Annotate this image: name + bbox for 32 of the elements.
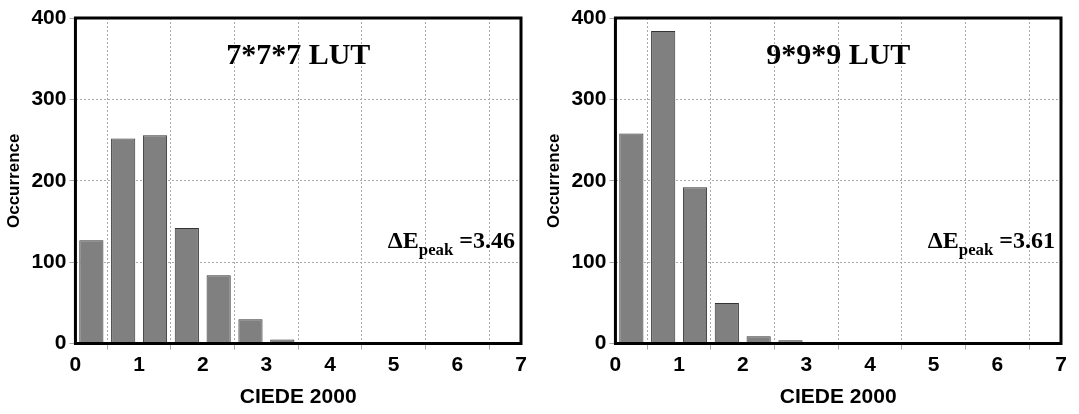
y-axis-title: Occurrence xyxy=(543,133,563,229)
text: 7*7*7 LUT xyxy=(226,36,371,70)
y-tick-label: 200 xyxy=(31,167,67,191)
y-tick-label: 300 xyxy=(31,86,67,110)
y-tick-label: 300 xyxy=(571,86,607,110)
y-tick-label: 200 xyxy=(571,167,607,191)
y-tick-label: 100 xyxy=(571,249,607,272)
x-tick-label: 7 xyxy=(515,352,527,375)
x-axis-title: CIEDE 2000 xyxy=(779,384,897,408)
x-tick-label: 0 xyxy=(609,352,622,375)
y-tick-label: 400 xyxy=(31,4,67,28)
x-tick-label: 0 xyxy=(69,352,82,375)
x-tick-label: 6 xyxy=(991,352,1004,375)
y-tick-label: 0 xyxy=(594,330,607,354)
y-tick-label: 100 xyxy=(31,249,67,272)
x-tick-label: 1 xyxy=(133,352,146,375)
y-tick-label: 400 xyxy=(571,4,607,28)
x-tick-label: 1 xyxy=(673,352,686,375)
x-tick-label: 2 xyxy=(736,352,749,375)
x-tick-label: 4 xyxy=(324,352,337,375)
x-tick-label: 6 xyxy=(451,352,464,375)
text: 9*9*9 LUT xyxy=(766,36,911,70)
x-tick-label: 3 xyxy=(260,352,273,375)
y-tick-label: 0 xyxy=(54,330,67,354)
x-axis-title: CIEDE 2000 xyxy=(239,384,357,408)
x-tick-label: 5 xyxy=(927,352,940,375)
x-tick-label: 3 xyxy=(800,352,813,375)
x-tick-label: 2 xyxy=(196,352,209,375)
y-axis-title: Occurrence xyxy=(3,133,23,229)
x-tick-label: 7 xyxy=(1055,352,1067,375)
x-tick-label: 5 xyxy=(387,352,400,375)
x-tick-label: 4 xyxy=(864,352,877,375)
